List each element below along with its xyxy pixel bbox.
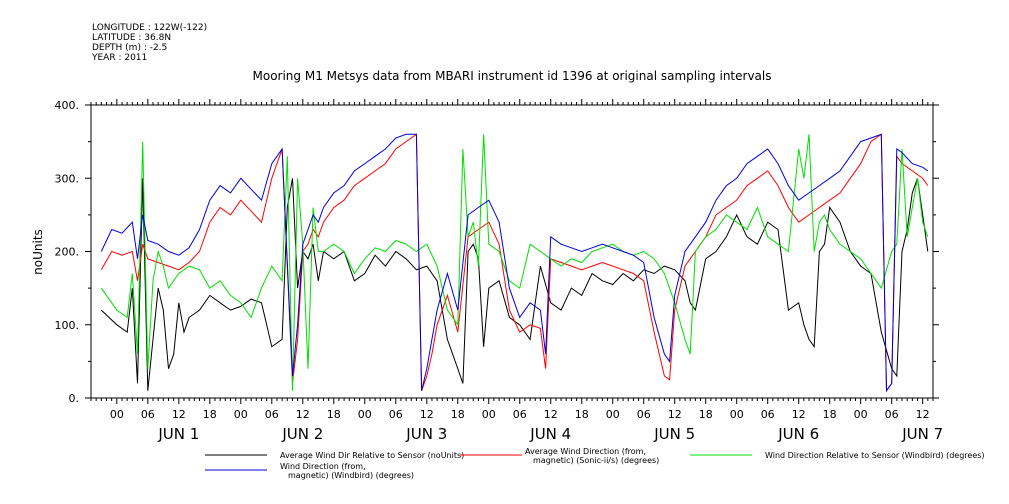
y-axis-label: noUnits	[31, 229, 45, 275]
x-tick-label: 00	[854, 408, 868, 421]
x-tick-label: 12	[916, 408, 930, 421]
day-label: JUN 5	[653, 425, 695, 443]
day-label: JUN 3	[405, 425, 447, 443]
x-tick-label: 00	[234, 408, 248, 421]
x-tick-label: 00	[110, 408, 124, 421]
x-tick-label: 12	[792, 408, 806, 421]
axes-layer	[90, 104, 934, 399]
x-tick-label: 12	[172, 408, 186, 421]
x-tick-label: 12	[420, 408, 434, 421]
chart-title: Mooring M1 Metsys data from MBARI instru…	[253, 69, 772, 83]
x-tick-label: 06	[389, 408, 403, 421]
depth-text: DEPTH (m) : -2.5	[92, 43, 167, 53]
x-tick-label: 18	[203, 408, 217, 421]
metadata-block: LONGITUDE : 122W(-122) LATITUDE : 36.8N …	[91, 23, 207, 63]
day-label: JUN 4	[529, 425, 571, 443]
series-line-3	[100, 134, 929, 391]
legend: Average Wind Dir Relative to Sensor (noU…	[205, 447, 985, 480]
y-tick-label: 100.	[55, 319, 80, 332]
ticks-layer: 0. 100. 200. 300. 400. 00 06 12 18 00 06 12 18 00 06 12…	[55, 99, 943, 443]
legend-label-2: magnetic) (Sonic-ii/s) (degrees)	[533, 456, 659, 465]
x-tick-label: 12	[668, 408, 682, 421]
plot-frame	[90, 104, 934, 399]
x-tick-label: 06	[513, 408, 527, 421]
legend-label-2: Average Wind Direction (from,	[525, 447, 646, 456]
x-tick-label: 12	[296, 408, 310, 421]
latitude-text: LATITUDE : 36.8N	[92, 33, 171, 43]
legend-label-1: Average Wind Dir Relative to Sensor (noU…	[280, 451, 464, 460]
x-tick-label: 18	[823, 408, 837, 421]
x-tick-label: 00	[482, 408, 496, 421]
y-tick-label: 400.	[55, 99, 80, 112]
legend-label-4: Wind Direction (from,	[280, 462, 366, 471]
x-tick-label: 18	[699, 408, 713, 421]
day-label: JUN 2	[281, 425, 323, 443]
series-line-4	[100, 133, 929, 393]
x-tick-label: 18	[575, 408, 589, 421]
x-tick-label: 12	[544, 408, 558, 421]
y-tick-label: 200.	[55, 246, 80, 259]
x-tick-label: 18	[451, 408, 465, 421]
x-tick-label: 00	[358, 408, 372, 421]
x-tick-label: 06	[265, 408, 279, 421]
y-tick-label: 300.	[55, 172, 80, 185]
day-label: JUN 1	[157, 425, 199, 443]
x-tick-label: 18	[327, 408, 341, 421]
longitude-text: LONGITUDE : 122W(-122)	[92, 23, 207, 33]
day-label: JUN 7	[901, 425, 943, 443]
series-layer	[100, 133, 929, 393]
x-tick-label: 06	[885, 408, 899, 421]
x-tick-label: 00	[606, 408, 620, 421]
x-tick-label: 06	[637, 408, 651, 421]
x-tick-label: 06	[141, 408, 155, 421]
x-tick-label: 00	[730, 408, 744, 421]
x-tick-label: 06	[761, 408, 775, 421]
series-line-1	[100, 178, 929, 391]
day-label: JUN 6	[777, 425, 819, 443]
series-line-2	[100, 133, 929, 393]
year-text: YEAR : 2011	[91, 53, 147, 63]
legend-label-4: magnetic) (Windbird) (degrees)	[288, 471, 414, 480]
y-tick-label: 0.	[69, 392, 80, 405]
legend-label-3: Wind Direction Relative to Sensor (Windb…	[765, 451, 985, 460]
